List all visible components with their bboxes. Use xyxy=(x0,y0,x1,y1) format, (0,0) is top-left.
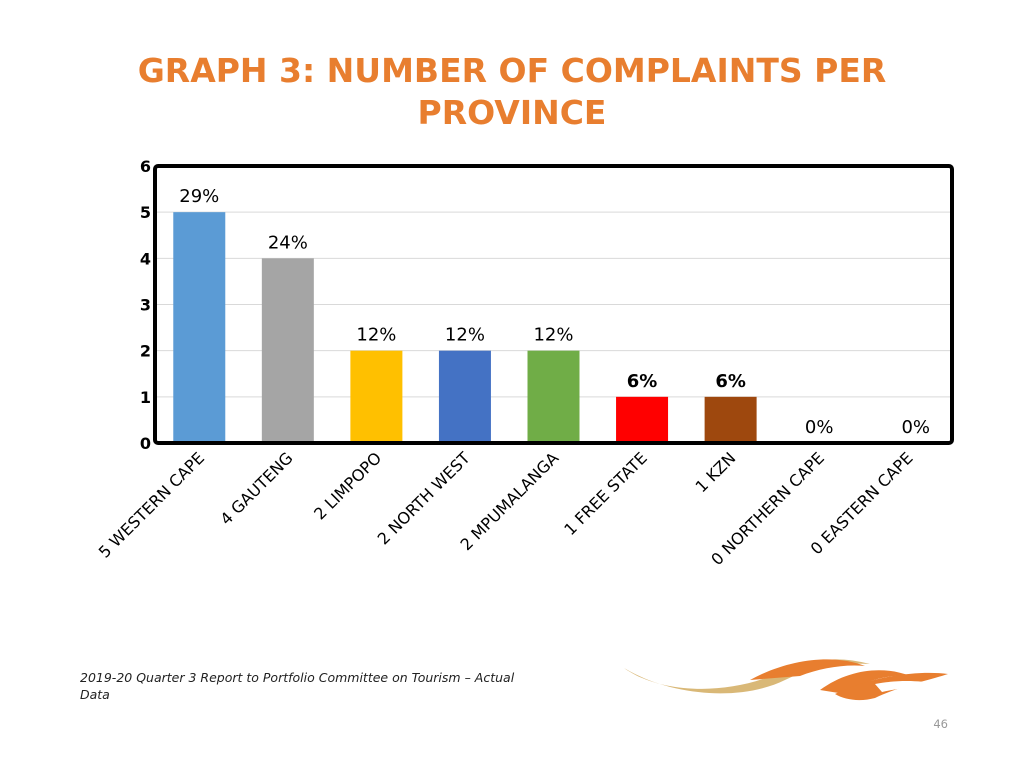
data-label: 0% xyxy=(901,417,930,438)
data-label: 24% xyxy=(268,232,308,253)
y-tick-label: 4 xyxy=(140,249,151,268)
data-label: 6% xyxy=(715,371,746,392)
page-number: 46 xyxy=(933,717,948,731)
category-label: 5 WESTERN CAPE xyxy=(95,448,208,561)
data-label: 29% xyxy=(179,186,219,207)
bar xyxy=(350,350,403,443)
bar xyxy=(173,212,226,443)
data-label: 12% xyxy=(445,325,485,346)
data-label: 12% xyxy=(356,325,396,346)
plot-border xyxy=(153,164,954,445)
category-label: 2 NORTH WEST xyxy=(374,448,474,548)
bar xyxy=(616,396,669,443)
category-label: 1 FREE STATE xyxy=(560,448,651,539)
y-tick-label: 6 xyxy=(140,157,151,176)
data-label: 0% xyxy=(805,417,834,438)
category-label: 2 MPUMALANGA xyxy=(456,448,562,554)
bar xyxy=(704,396,757,443)
footer-source-note: 2019-20 Quarter 3 Report to Portfolio Co… xyxy=(80,670,515,702)
category-label: 2 LIMPOPO xyxy=(310,448,385,523)
swoosh-logo xyxy=(624,659,948,701)
bar xyxy=(527,350,580,443)
y-tick-label: 2 xyxy=(140,342,151,361)
bar xyxy=(261,258,314,443)
bar xyxy=(438,350,491,443)
y-tick-label: 1 xyxy=(140,388,151,407)
category-label: 1 KZN xyxy=(692,448,740,496)
data-label: 12% xyxy=(533,325,573,346)
data-label: 6% xyxy=(627,371,658,392)
slide-title: GRAPH 3: NUMBER OF COMPLAINTS PER PROVIN… xyxy=(137,51,887,132)
bar-chart: 0 1 2 3 4 5 6 29% 5 WESTERN CAPE 24% 4 GAUTENG 12% 2… xyxy=(95,157,954,569)
y-tick-label: 0 xyxy=(140,434,151,453)
y-tick-label: 3 xyxy=(140,296,151,315)
y-tick-label: 5 xyxy=(140,203,151,222)
category-label: 4 GAUTENG xyxy=(216,448,296,528)
